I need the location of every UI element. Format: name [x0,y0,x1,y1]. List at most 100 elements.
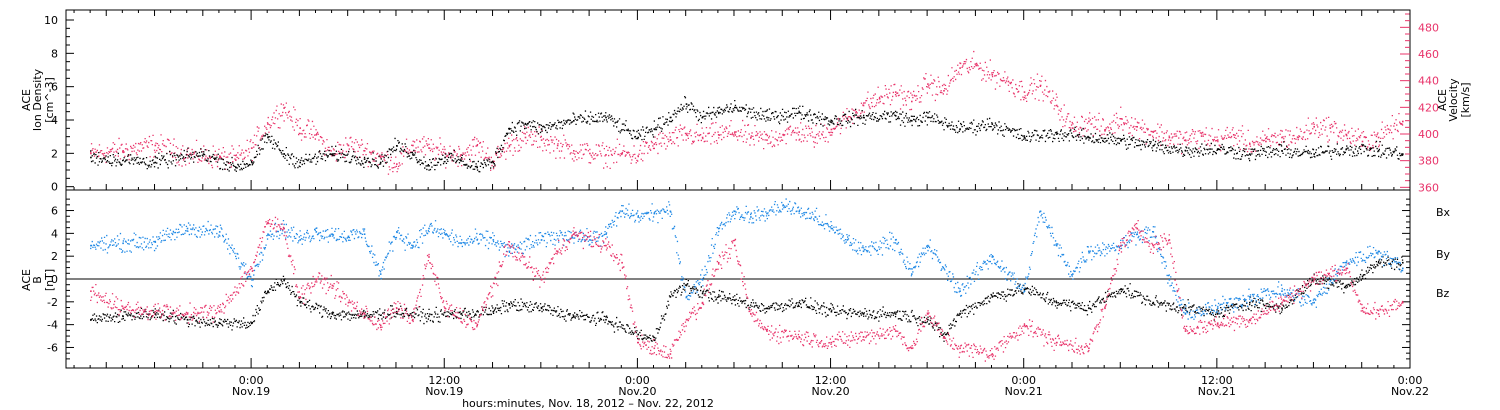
bz-point [653,347,656,350]
density-tick-label: 2 [51,147,58,160]
time-axis: 0:00Nov.1912:00Nov.190:00Nov.2012:00Nov.… [73,10,1429,410]
ion-density-point [251,161,253,164]
bx-point [1361,275,1364,278]
bx-point [1023,288,1026,290]
ion-density-point [734,106,736,109]
ion-density-point [637,136,639,139]
by-point [379,273,382,275]
velocity-point [1281,136,1283,139]
ion-density-point [299,161,301,164]
bz-point [1281,301,1283,304]
bz-point [1345,267,1348,270]
ion-density-point [911,120,913,122]
velocity-point [621,152,623,155]
date-tick-label: Nov.21 [1198,385,1236,398]
velocity-point [894,91,897,93]
by-point [267,233,269,235]
ion-density-point [1377,150,1380,152]
bz-point [1023,324,1026,327]
ion-density-point [653,128,656,130]
by-point [1088,250,1090,253]
velocity-point [476,144,478,147]
ion-density-point [202,153,205,155]
ion-density-point [412,153,414,155]
b-axis-title-line2: B [31,276,44,284]
by-point [1216,307,1219,310]
velocity-tick-label: 380 [1418,155,1439,168]
velocity-point [556,144,559,147]
bz-point [669,353,672,355]
by-point [363,233,366,235]
bz-point [363,313,366,315]
density-axis-title-line2: Ion Density [31,68,44,131]
density-tick-label: 0 [51,181,58,194]
bz-point [798,336,800,338]
velocity-point [589,152,591,155]
by-point [251,279,253,281]
ion-density-point [508,128,511,130]
density-tick-label: 6 [51,81,58,94]
velocity-point [1136,126,1138,128]
by-point [508,250,511,253]
ion-density-point [1088,136,1090,139]
by-point [862,250,865,253]
bz-point [1313,279,1315,281]
velocity-point [218,156,221,159]
ion-density-point [379,161,382,164]
by-point [959,290,961,292]
bz-point [1104,307,1106,310]
b-tick-label: 4 [51,227,58,240]
by-point [1168,279,1171,281]
velocity-point [911,100,913,103]
velocity-point [1200,135,1203,137]
by-point [830,227,833,230]
bx-point [653,339,656,342]
velocity-axis-title-line1: ACE [1436,89,1449,111]
bz-point [90,290,92,292]
b-tick-label: 6 [51,205,58,218]
velocity-point [1039,84,1042,87]
velocity-point [1265,140,1267,143]
bx-point [283,279,285,281]
by-point [782,204,784,207]
bz-point [717,261,720,264]
bx-point [363,315,366,318]
by-point [492,239,495,241]
by-point [589,239,591,241]
by-point [927,244,929,247]
velocity-point [975,64,977,67]
velocity-point [428,147,430,149]
velocity-point [734,131,736,133]
velocity-point [412,144,414,147]
velocity-scatter-cloud [90,50,1404,175]
by-point [186,227,189,230]
bz-point [1402,301,1404,304]
time-tick-label: 12:00 [815,374,847,387]
velocity-point [717,134,720,136]
ion-density-point [766,116,768,119]
time-tick-label: 0:00 [625,374,650,387]
top-plot-frame [65,9,1411,191]
velocity-point [524,136,527,139]
bx-point [1055,301,1058,304]
velocity-point [927,83,929,85]
bz-point [1088,347,1090,350]
bz-point [1377,313,1380,315]
velocity-point [814,136,817,139]
bx-point [1120,288,1122,290]
by-point [428,227,430,230]
bx-point [685,284,688,287]
by-point [717,227,720,230]
velocity-tick-label: 460 [1418,48,1439,61]
bx-point [218,322,221,324]
by-point [846,239,849,241]
bx-point [154,313,157,315]
by-point [669,210,672,213]
ion-density-scatter-cloud [90,96,1404,173]
bz-point [573,233,575,235]
bx-point [540,307,543,310]
by-point [605,233,607,235]
by-point [218,231,221,233]
ion-density-point [444,156,446,159]
ion-density-point [685,103,688,105]
